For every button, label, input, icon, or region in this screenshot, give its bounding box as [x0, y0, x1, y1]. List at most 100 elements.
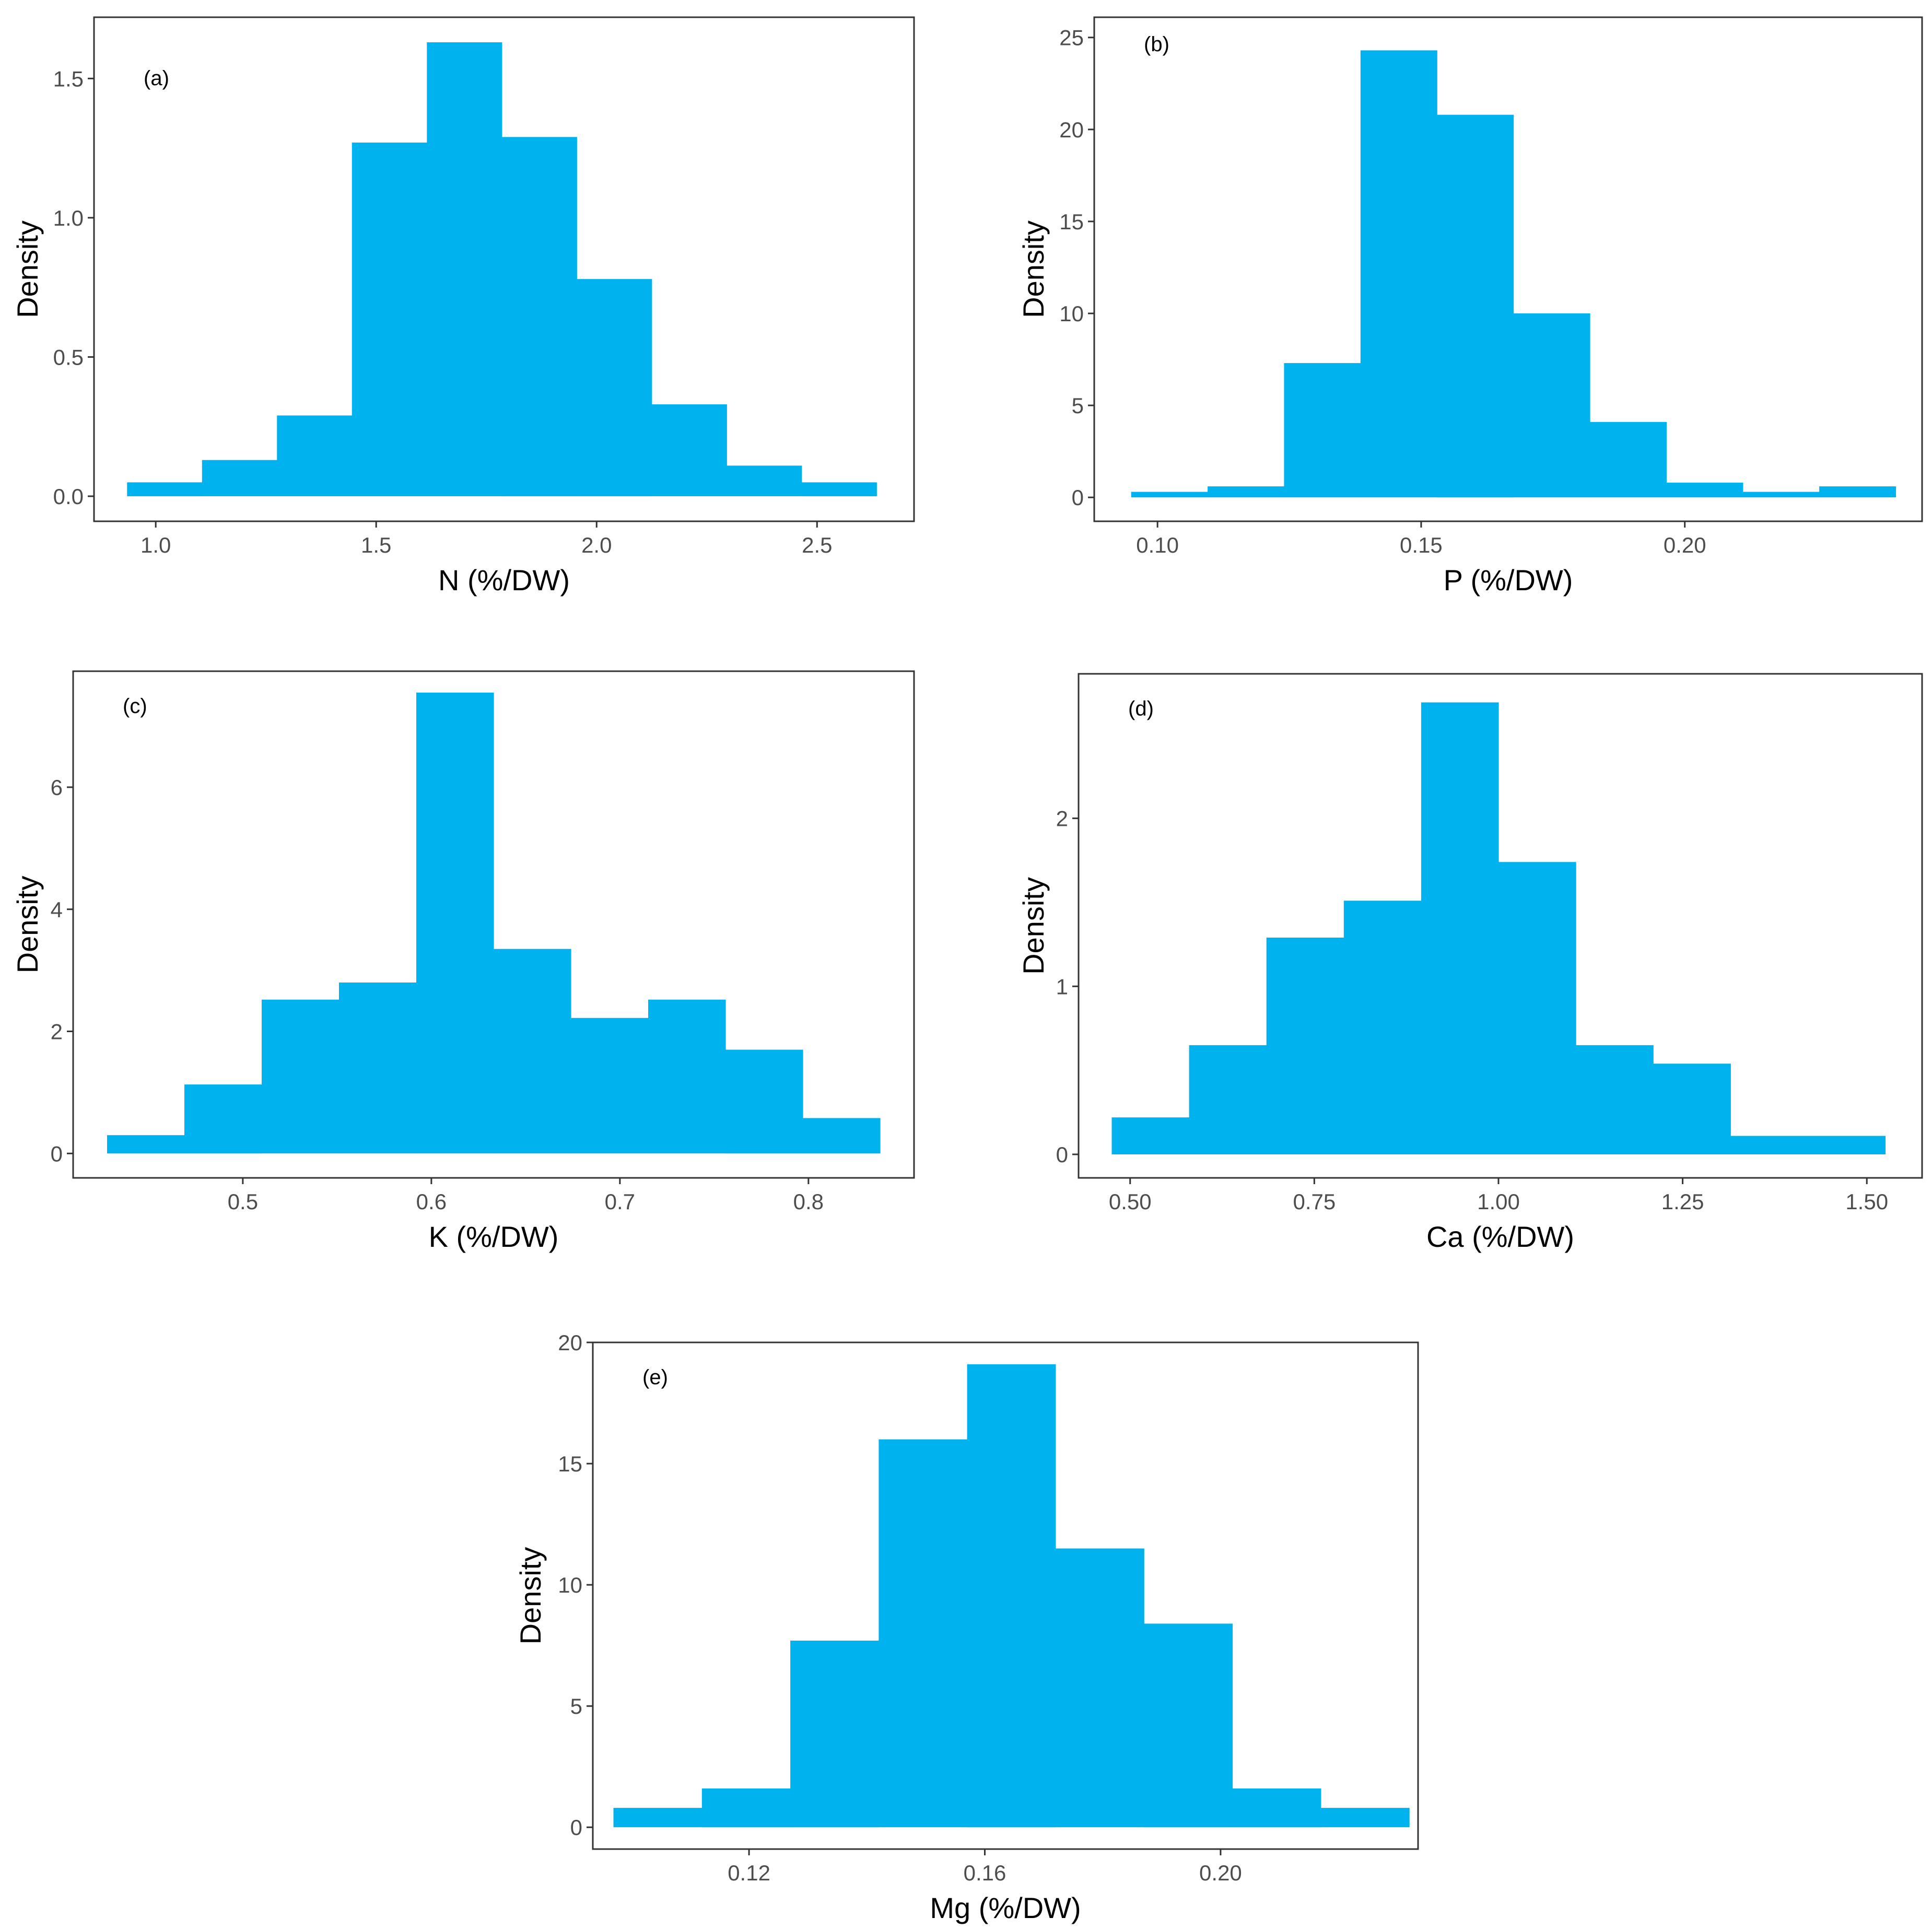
p-y-tick-label: 5 [1072, 393, 1084, 418]
histogram-p-panel: 0.10 0.15 0.20 0 5 10 15 20 25 P (%/DW) Density (b) [1017, 16, 1923, 597]
n-y-tick-label: 0.5 [53, 345, 84, 369]
ca-histogram-bar [1808, 1136, 1886, 1154]
p-histogram-bar [1513, 313, 1590, 498]
p-histogram-bar [1742, 492, 1820, 498]
p-x-tick-label: 0.20 [1664, 533, 1706, 557]
ca-x-tick-label: 1.00 [1477, 1189, 1520, 1214]
p-y-tick-label: 20 [1059, 118, 1084, 142]
n-histogram-bar [501, 137, 577, 497]
ca-panel-label: (d) [1128, 697, 1154, 720]
p-y-tick-label: 10 [1059, 301, 1084, 326]
n-x-tick-label: 2.0 [581, 533, 612, 557]
mg-histogram-bar [1144, 1623, 1233, 1828]
ca-histogram-bar [1498, 862, 1576, 1154]
p-histogram-bar [1819, 486, 1896, 498]
n-y-tick-label: 0.0 [53, 484, 84, 509]
mg-histogram-bar [879, 1439, 968, 1828]
mg-y-axis-title: Density [514, 1547, 547, 1645]
p-y-tick-label: 15 [1059, 209, 1084, 234]
p-histogram-bar [1666, 483, 1743, 498]
mg-y-tick-label: 5 [570, 1694, 582, 1718]
ca-histogram-bar [1730, 1136, 1808, 1154]
k-panel-label: (c) [123, 695, 147, 718]
mg-y-tick-label: 0 [570, 1815, 582, 1840]
k-x-tick-label: 0.8 [793, 1189, 824, 1214]
mg-y-tick-label: 15 [558, 1452, 582, 1476]
k-histogram-bar [803, 1118, 881, 1154]
k-y-axis-title: Density [11, 876, 44, 974]
p-x-tick-label: 0.15 [1400, 533, 1443, 557]
mg-panel-label: (e) [642, 1366, 668, 1389]
mg-plot-frame [592, 1341, 1419, 1850]
ca-histogram-bar [1653, 1063, 1731, 1154]
ca-histogram-bar [1576, 1045, 1654, 1154]
mg-histogram-bar [790, 1640, 879, 1828]
k-y-tick-label: 2 [51, 1020, 63, 1044]
ca-x-tick-label: 0.75 [1293, 1189, 1336, 1214]
k-histogram-bar [725, 1049, 803, 1154]
n-histogram-bar [801, 482, 877, 497]
n-plot-frame [93, 16, 915, 522]
p-histogram-bar [1437, 114, 1514, 498]
p-histogram-bar [1284, 363, 1361, 498]
n-histogram-bar [427, 42, 502, 496]
k-histogram-bar [107, 1135, 185, 1154]
n-x-tick-label: 1.5 [361, 533, 391, 557]
ca-histogram-bar [1266, 938, 1344, 1154]
n-histogram-bar [651, 404, 727, 496]
p-histogram-bar [1208, 486, 1285, 498]
p-panel-label: (b) [1144, 33, 1169, 56]
ca-y-axis-title: Density [1017, 877, 1050, 975]
mg-histogram-bar [701, 1788, 791, 1828]
ca-plot-frame [1078, 673, 1923, 1179]
p-x-axis-title: P (%/DW) [1444, 564, 1573, 597]
histogram-k-panel: 0.5 0.6 0.7 0.8 0 2 4 6 K (%/DW) Density (c) [11, 670, 915, 1253]
k-y-tick-label: 4 [51, 897, 63, 922]
p-histogram-bar [1590, 422, 1667, 498]
histogram-ca-panel: 0.50 0.75 1.00 1.25 1.50 0 1 2 Ca (%/DW) Density (… [1017, 673, 1923, 1253]
mg-x-tick-label: 0.20 [1199, 1861, 1242, 1885]
k-x-axis-title: K (%/DW) [429, 1220, 559, 1253]
k-histogram-bar [339, 983, 417, 1154]
k-histogram-bar [262, 999, 339, 1154]
k-histogram-bar [184, 1084, 262, 1154]
n-histogram-bar [352, 142, 427, 496]
mg-histogram-bar [613, 1808, 702, 1828]
histogram-n-panel: 1.0 1.5 2.0 2.5 0.0 0.5 1.0 1.5 N (%/DW) Density (… [11, 16, 915, 597]
n-histogram-bar [277, 415, 353, 496]
p-y-tick-label: 0 [1072, 485, 1084, 510]
k-y-tick-label: 0 [51, 1141, 63, 1166]
k-x-tick-label: 0.7 [605, 1189, 635, 1214]
ca-histogram-bar [1343, 901, 1422, 1154]
n-y-tick-label: 1.5 [53, 66, 84, 91]
k-histogram-bar [494, 949, 571, 1154]
n-histogram-bar [727, 465, 802, 496]
ca-y-tick-label: 0 [1056, 1142, 1068, 1167]
mg-histogram-bar [1320, 1808, 1410, 1828]
mg-x-tick-label: 0.12 [728, 1861, 770, 1885]
n-y-axis-title: Density [11, 220, 44, 318]
ca-x-tick-label: 0.50 [1109, 1189, 1152, 1214]
mg-histogram-bar [1232, 1788, 1321, 1828]
p-histogram-bar [1131, 492, 1208, 498]
p-y-tick-label: 25 [1059, 26, 1084, 50]
n-x-axis-title: N (%/DW) [438, 564, 570, 597]
n-panel-label: (a) [144, 67, 169, 90]
ca-y-tick-label: 2 [1056, 806, 1068, 831]
p-plot-frame [1093, 16, 1923, 522]
k-x-tick-label: 0.6 [416, 1189, 447, 1214]
ca-histogram-bar [1189, 1045, 1267, 1154]
p-histogram-bar [1360, 50, 1437, 498]
ca-x-axis-title: Ca (%/DW) [1426, 1220, 1574, 1253]
k-plot-frame [72, 670, 915, 1179]
k-histogram-bar [416, 692, 494, 1154]
ca-histogram-bar [1421, 702, 1499, 1154]
n-x-tick-label: 2.5 [802, 533, 832, 557]
ca-x-tick-label: 1.50 [1845, 1189, 1888, 1214]
mg-x-tick-label: 0.16 [964, 1861, 1006, 1885]
p-y-axis-title: Density [1017, 220, 1050, 318]
ca-histogram-bar [1111, 1117, 1190, 1154]
n-histogram-bar [577, 279, 652, 497]
mg-y-tick-label: 10 [558, 1573, 582, 1597]
